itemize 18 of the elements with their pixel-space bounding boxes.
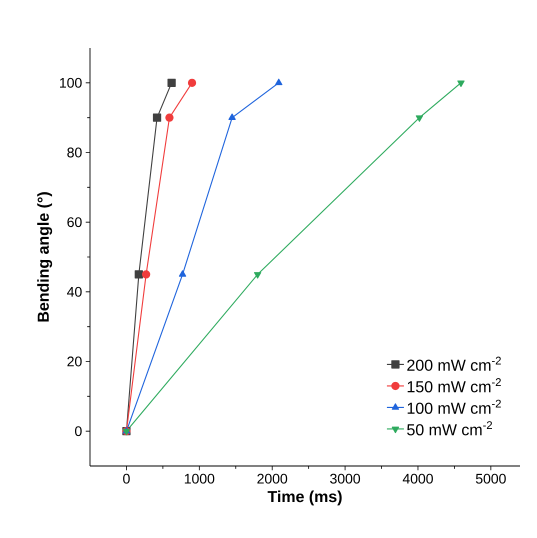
y-axis-title: Bending angle (°) — [37, 192, 52, 322]
legend-label: 150 mW cm$^{-2}$ — [408, 378, 501, 392]
y-tick-label: 60 — [67, 217, 82, 228]
legend-label: 200 mW cm$^{-2}$ — [407, 356, 501, 371]
x-tick-label: 4000 — [402, 474, 433, 484]
x-tick-label: 3000 — [330, 474, 360, 484]
x-tick-label: 1000 — [184, 474, 214, 484]
legend-label: 50 mW cm$^{-2}$ — [407, 421, 492, 436]
x-axis-title: Time (ms) — [268, 490, 342, 506]
y-tick-label: 80 — [67, 148, 82, 158]
y-tick-label: 100 — [60, 78, 82, 88]
y-tick-label: 40 — [67, 286, 82, 297]
y-tick-label: 20 — [67, 356, 82, 366]
legend-label: 100 mW cm$^{-2}$ — [408, 400, 501, 414]
x-tick-label: 5000 — [476, 474, 506, 484]
x-tick-label: 0 — [123, 474, 130, 484]
x-tick-label: 2000 — [257, 474, 288, 484]
y-tick-label: 0 — [75, 426, 82, 436]
